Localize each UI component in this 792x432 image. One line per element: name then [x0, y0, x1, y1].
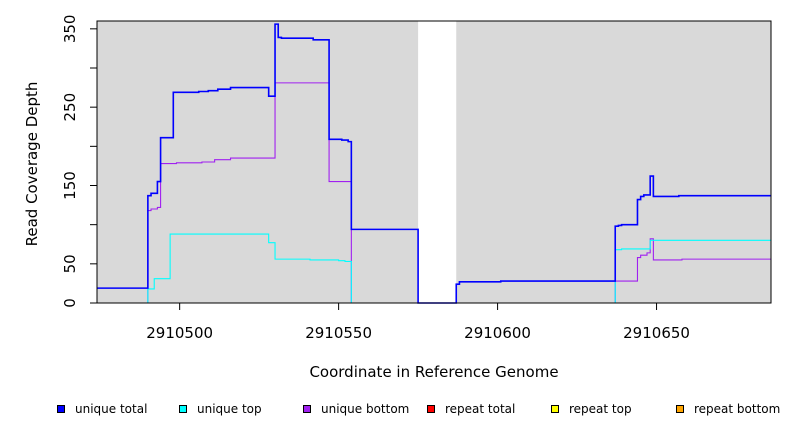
y-tick-label: 150: [61, 171, 79, 200]
gap-region: [418, 21, 457, 303]
legend-item: unique total: [57, 400, 147, 418]
x-tick-label: 2910550: [305, 324, 372, 342]
legend-label: repeat top: [569, 402, 632, 416]
y-tick-label: 250: [61, 93, 79, 122]
legend-label: unique top: [197, 402, 262, 416]
y-tick-label: 0: [61, 298, 79, 308]
x-axis-title: Coordinate in Reference Genome: [309, 363, 558, 381]
legend-item: repeat bottom: [676, 400, 780, 418]
plot-border: [96, 20, 772, 304]
legend-label: unique total: [75, 402, 148, 416]
legend-swatch: [551, 405, 559, 413]
x-tick-label: 2910650: [623, 324, 690, 342]
legend-label: repeat bottom: [694, 402, 781, 416]
legend-item: repeat top: [551, 400, 632, 418]
legend-item: unique top: [179, 400, 262, 418]
legend-item: unique bottom: [303, 400, 409, 418]
series-line-unique-bottom: [97, 82, 771, 304]
legend-swatch: [303, 405, 311, 413]
axis-layer: 0 50 150 250 350 2910500 2910550 2910600 2910650: [61, 15, 690, 342]
x-tick-label: 2910600: [464, 324, 531, 342]
x-tick-label: 2910500: [146, 324, 213, 342]
legend: unique total unique top unique bottom repea…: [0, 400, 792, 420]
legend-swatch: [57, 405, 65, 413]
legend-swatch: [676, 405, 684, 413]
y-axis-title: Read Coverage Depth: [23, 82, 41, 247]
y-tick-label: 50: [61, 254, 79, 273]
series-line-unique-total: [97, 23, 771, 304]
legend-swatch: [427, 405, 435, 413]
legend-label: repeat total: [445, 402, 516, 416]
legend-label: unique bottom: [321, 402, 410, 416]
legend-swatch: [179, 405, 187, 413]
series-line-unique-top: [97, 233, 771, 304]
y-tick-label: 350: [61, 15, 79, 44]
legend-item: repeat total: [427, 400, 515, 418]
